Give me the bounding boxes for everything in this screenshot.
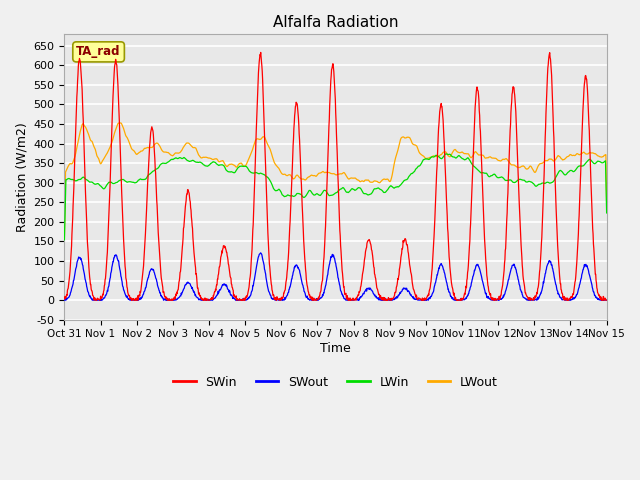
X-axis label: Time: Time	[320, 342, 351, 355]
Text: TA_rad: TA_rad	[76, 46, 121, 59]
Legend: SWin, SWout, LWin, LWout: SWin, SWout, LWin, LWout	[168, 371, 503, 394]
Title: Alfalfa Radiation: Alfalfa Radiation	[273, 15, 398, 30]
Y-axis label: Radiation (W/m2): Radiation (W/m2)	[15, 122, 28, 232]
